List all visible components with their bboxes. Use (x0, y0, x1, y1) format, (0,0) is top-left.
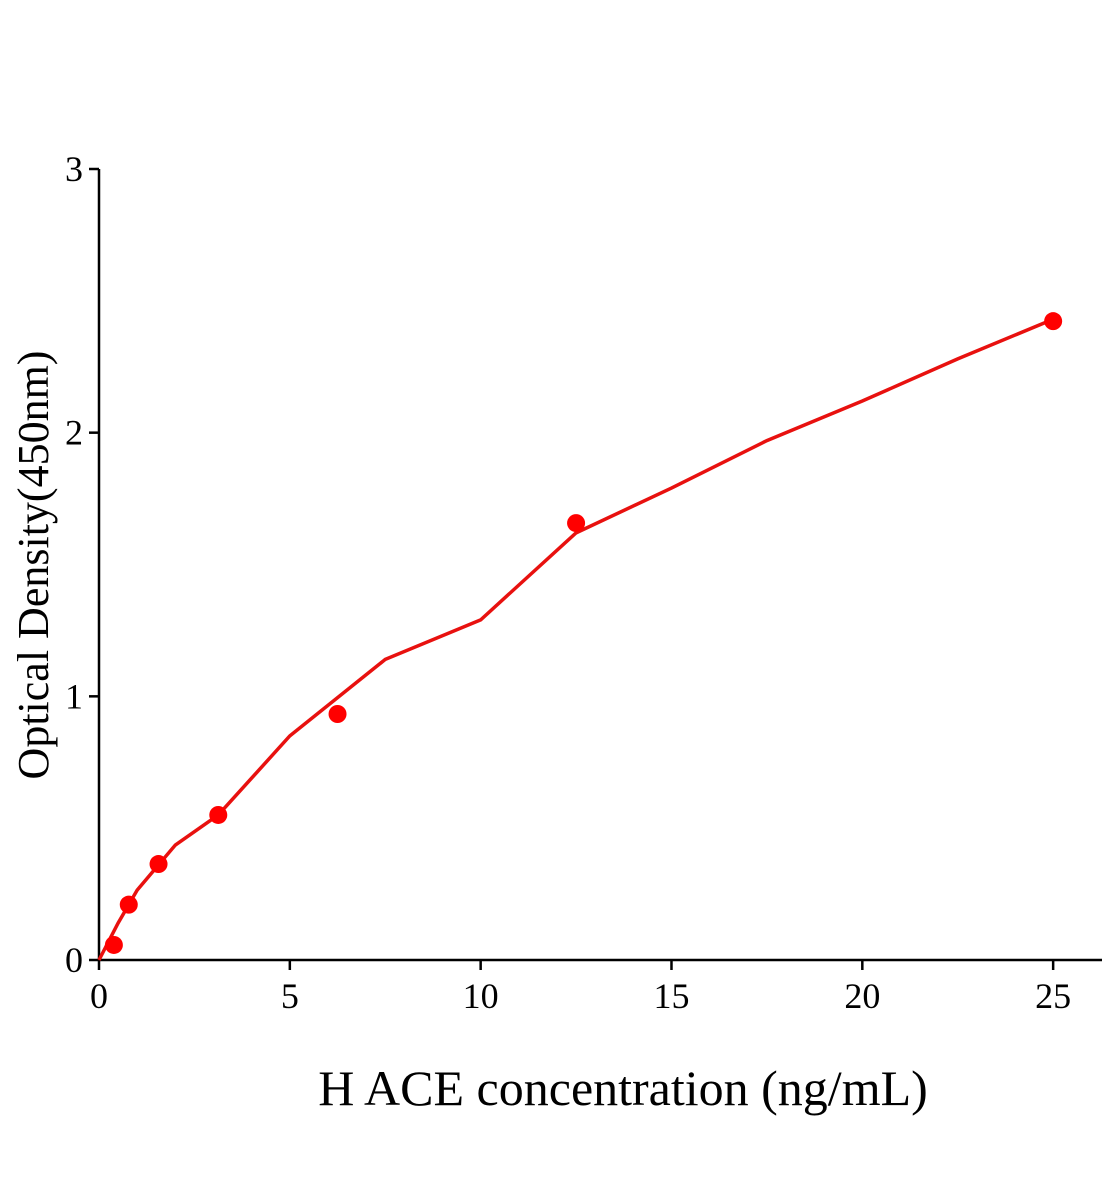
data-point (104, 935, 123, 954)
y-tick-label: 3 (65, 149, 83, 189)
y-tick-label: 0 (65, 940, 83, 980)
x-tick-label: 20 (844, 976, 880, 1016)
x-tick-label: 0 (90, 976, 108, 1016)
y-tick-label: 1 (65, 676, 83, 716)
x-tick-label: 25 (1035, 976, 1071, 1016)
x-axis-label: H ACE concentration (ng/mL) (318, 1060, 928, 1116)
data-point (149, 855, 168, 874)
data-point (567, 514, 586, 533)
x-tick-label: 5 (281, 976, 299, 1016)
x-tick-label: 15 (653, 976, 689, 1016)
x-tick-label: 10 (463, 976, 499, 1016)
fit-curve (97, 317, 1054, 961)
data-point (209, 805, 228, 824)
y-tick-label: 2 (65, 413, 83, 453)
data-point (119, 895, 138, 914)
y-axis-label: Optical Density(450nm) (9, 351, 58, 780)
data-point (1044, 312, 1063, 331)
data-point (328, 704, 347, 723)
